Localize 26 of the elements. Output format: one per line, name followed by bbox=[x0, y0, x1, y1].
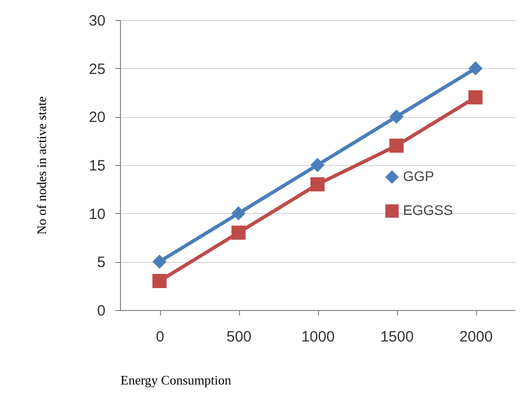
y-tick-label: 15 bbox=[88, 158, 106, 174]
x-tick-label: 500 bbox=[226, 328, 252, 346]
x-tick-label: 1000 bbox=[301, 328, 335, 346]
point bbox=[310, 158, 325, 172]
point bbox=[152, 254, 167, 269]
y-tick-label: 20 bbox=[88, 109, 106, 126]
point bbox=[231, 226, 246, 240]
y-tick-label: 30 bbox=[88, 12, 106, 30]
x-tick-label: 1500 bbox=[380, 328, 414, 346]
point bbox=[468, 90, 483, 104]
y-tick-label: 10 bbox=[88, 206, 106, 223]
legend-label: GGP bbox=[403, 168, 434, 184]
point bbox=[152, 274, 167, 288]
point bbox=[310, 177, 325, 192]
point bbox=[389, 110, 404, 124]
point bbox=[231, 206, 246, 220]
x-tick-label: 2000 bbox=[459, 328, 493, 346]
point bbox=[468, 61, 483, 76]
y-tick-label: 0 bbox=[97, 302, 106, 320]
x-tick-label: 0 bbox=[156, 328, 164, 346]
legend-label: EGGSS bbox=[403, 202, 453, 218]
y-tick-label: 25 bbox=[88, 60, 106, 78]
point bbox=[389, 138, 404, 153]
y-axis-title: No of nodes in active state bbox=[34, 96, 49, 235]
x-axis-title: Energy Consumption bbox=[120, 372, 232, 388]
y-tick-label: 5 bbox=[97, 254, 106, 272]
